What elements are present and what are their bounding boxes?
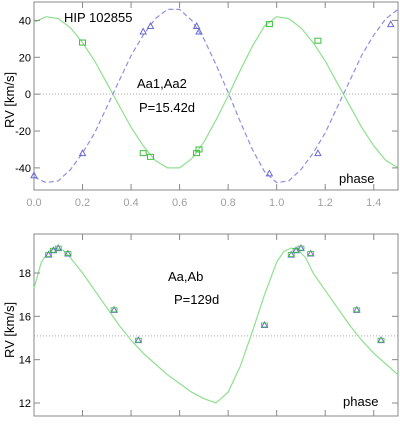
top-data-point-square — [146, 153, 154, 160]
bottom-data-point-triangle — [297, 244, 305, 252]
bottom-data-point-square — [45, 252, 52, 257]
x-tick-labels: 0.0 0.2 0.4 0.6 0.8 1.0 1.2 1.4 — [26, 197, 381, 209]
top-data-point-triangle — [78, 149, 87, 157]
bottom-plot-frame — [33, 233, 399, 417]
top-data-point-triangle — [139, 27, 148, 35]
bottom-data-point-square — [134, 337, 142, 343]
bottom-data-point-square — [287, 252, 295, 257]
bottom-annotation-system: Aa,Ab — [168, 269, 203, 284]
top-curves — [33, 8, 399, 184]
x-tick-label: 0.8 — [220, 197, 235, 209]
top-y-tick-label: 0 — [25, 89, 31, 101]
top-y-tick-label: -40 — [15, 163, 31, 175]
top-annotation-period: P=15.42d — [139, 100, 195, 115]
bottom-data-point-triangle — [377, 336, 385, 344]
top-annotation-system: Aa1,Aa2 — [137, 76, 187, 91]
panel-bottom: 18 16 14 12 Aa,Ab P=129d phase RV [km/s] — [2, 233, 399, 417]
bottom-y-ticks: 18 16 14 12 — [19, 268, 398, 410]
x-tick-label: 0.0 — [26, 197, 41, 209]
bottom-data-point-triangle — [134, 336, 143, 344]
bottom-annotation-period: P=129d — [174, 292, 219, 307]
top-data-point-triangle — [30, 171, 38, 179]
bottom-data-point-triangle — [110, 305, 118, 313]
bottom-data-point-square — [353, 307, 361, 313]
bottom-data-point-square — [377, 337, 385, 343]
top-data-point-triangle — [314, 149, 322, 157]
bottom-y-tick-label: 14 — [19, 355, 31, 367]
x-tick-label: 1.4 — [366, 197, 381, 209]
bottom-data-point-triangle — [352, 305, 361, 313]
x-tick-label: 1.0 — [269, 197, 284, 209]
bottom-y-tick-label: 16 — [19, 311, 31, 323]
bottom-data-point-triangle — [287, 250, 296, 258]
top-data-point-square — [195, 146, 203, 153]
x-tick-label: 0.6 — [172, 197, 187, 209]
top-data-point-square — [314, 37, 322, 44]
top-data-point-square — [265, 21, 273, 28]
top-y-tick-label: 20 — [19, 52, 31, 64]
top-data-point-triangle — [265, 169, 274, 177]
top-rv-curve-2 — [33, 8, 399, 184]
bottom-data-point-square — [261, 322, 268, 328]
bottom-y-axis-label: RV [km/s] — [2, 302, 17, 358]
top-y-ticks: 40 20 0 -20 -40 — [15, 15, 398, 175]
bottom-data-point-square — [64, 251, 72, 256]
bottom-data-point-square — [54, 245, 62, 251]
bottom-x-ticks — [33, 234, 375, 416]
top-rv-curve-1 — [33, 16, 399, 169]
bottom-x-axis-label: phase — [343, 394, 378, 409]
top-y-axis-label: RV [km/s] — [2, 72, 17, 128]
bottom-y-tick-label: 12 — [19, 398, 31, 410]
x-tick-label: 1.2 — [318, 197, 333, 209]
bottom-data-point-square — [110, 307, 118, 313]
top-data-point-triangle — [146, 21, 155, 29]
bottom-rv-curve-1 — [33, 247, 399, 404]
top-data-point-triangle — [192, 21, 201, 29]
top-points — [30, 20, 395, 179]
top-y-tick-label: 40 — [19, 15, 31, 27]
bottom-data-point-triangle — [306, 249, 315, 257]
top-data-point-square — [193, 150, 201, 157]
bottom-y-tick-label: 18 — [19, 268, 31, 280]
bottom-data-point-triangle — [64, 249, 72, 257]
top-data-point-square — [79, 39, 87, 46]
top-data-point-triangle — [386, 20, 395, 28]
bottom-points — [44, 244, 385, 344]
bottom-data-point-triangle — [44, 250, 53, 258]
top-title: HIP 102855 — [64, 10, 132, 25]
top-x-axis-label: phase — [339, 171, 374, 186]
top-data-point-triangle — [195, 27, 203, 35]
bottom-data-point-square — [307, 251, 315, 256]
bottom-curves — [33, 247, 399, 404]
x-tick-label: 0.4 — [123, 197, 138, 209]
bottom-data-point-triangle — [260, 320, 269, 328]
top-data-point-square — [139, 150, 147, 157]
x-tick-label: 0.2 — [75, 197, 90, 209]
top-y-tick-label: -20 — [15, 126, 31, 138]
bottom-data-point-triangle — [54, 244, 63, 252]
top-plot-frame — [33, 1, 399, 191]
bottom-data-point-square — [297, 245, 305, 251]
top-x-ticks — [33, 2, 375, 190]
